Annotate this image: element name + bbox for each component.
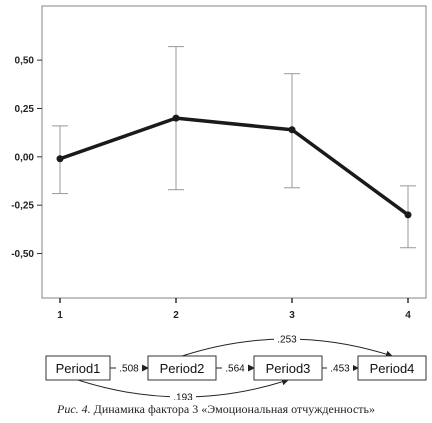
diagram-edge: .453 bbox=[322, 361, 359, 375]
diagram-edge: .508 bbox=[110, 361, 149, 375]
series-line bbox=[56, 114, 412, 219]
diagram-node-box bbox=[357, 355, 427, 381]
diagram-node-box bbox=[147, 355, 217, 381]
diagram-node-box bbox=[45, 355, 111, 381]
diagram-node-label: Period1 bbox=[56, 361, 101, 376]
diagram-edge-label: .564 bbox=[225, 364, 245, 375]
series-line-path bbox=[59, 116, 410, 217]
diagram-edge-label-bg bbox=[274, 332, 300, 346]
diagram-node: Period4 bbox=[357, 355, 427, 381]
figure-caption: Рис. 4. Динамика фактора 3 «Эмоциональна… bbox=[0, 402, 432, 417]
y-axis: 0,50 0,25 0,00 -0,25 -0,50 bbox=[11, 56, 42, 260]
data-point bbox=[288, 126, 296, 134]
y-tick-label: -0,25 bbox=[11, 201, 34, 212]
diagram-node: Period3 bbox=[253, 355, 323, 381]
data-point bbox=[56, 155, 64, 163]
diagram-node: Period2 bbox=[147, 355, 217, 381]
x-tick-label: 3 bbox=[289, 310, 295, 321]
x-tick-label: 1 bbox=[57, 310, 63, 321]
diagram-node-label: Period2 bbox=[160, 361, 205, 376]
caption-text: Динамика фактора 3 «Эмоциональная отчужд… bbox=[90, 402, 375, 416]
diagram-edge-label: .253 bbox=[277, 335, 297, 346]
diagram-node-box bbox=[253, 355, 323, 381]
diagram-edge: .564 bbox=[216, 361, 255, 375]
path-diagram: .508 .564 .453 .253 .193 Period1 Period2 Perio… bbox=[45, 332, 427, 404]
y-tick-label: -0,50 bbox=[11, 249, 34, 260]
diagram-edge-label: .453 bbox=[330, 364, 350, 375]
diagram-edge: .253 bbox=[181, 332, 393, 358]
y-tick-label: 0,50 bbox=[15, 56, 35, 67]
diagram-node-label: Period3 bbox=[266, 361, 311, 376]
x-tick-label: 4 bbox=[405, 310, 411, 321]
line-chart: 0,50 0,25 0,00 -0,25 -0,50 1 2 3 4 .508 .564 .453… bbox=[11, 5, 427, 404]
diagram-edge-label: .193 bbox=[173, 393, 193, 401]
x-tick-label: 2 bbox=[173, 310, 179, 321]
diagram-edge-label-bg bbox=[222, 361, 248, 375]
y-tick-label: 0,00 bbox=[15, 152, 35, 163]
data-point bbox=[172, 114, 180, 122]
caption-label: Рис. 4. bbox=[57, 402, 91, 416]
diagram-edge: .193 bbox=[77, 378, 289, 404]
data-point bbox=[404, 211, 412, 219]
diagram-edge-label-bg bbox=[327, 361, 353, 375]
plot-frame bbox=[41, 5, 427, 299]
y-tick-label: 0,25 bbox=[15, 104, 35, 115]
diagram-node: Period1 bbox=[45, 355, 111, 381]
diagram-edge-label: .508 bbox=[119, 364, 139, 375]
x-axis: 1 2 3 4 bbox=[57, 298, 411, 321]
diagram-edge-label-bg bbox=[116, 361, 142, 375]
diagram-node-label: Period4 bbox=[370, 361, 415, 376]
